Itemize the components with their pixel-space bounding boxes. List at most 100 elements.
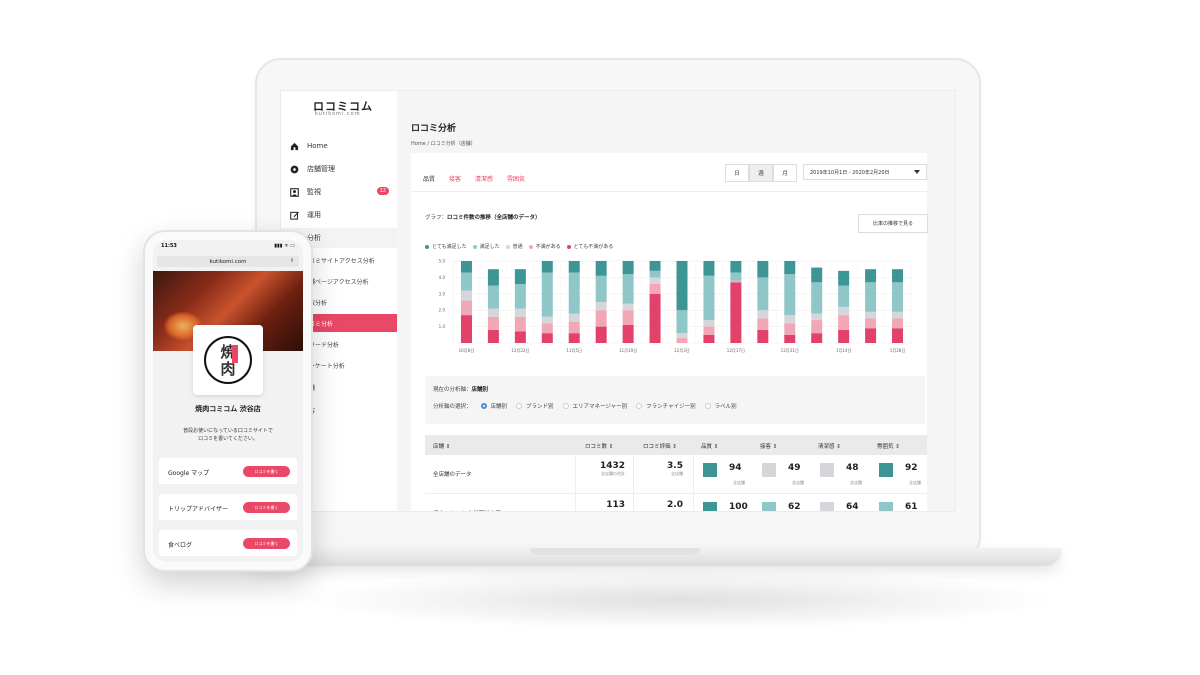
write-review-button[interactable]: ロコミを書く: [243, 502, 290, 513]
bar-segment[interactable]: [838, 270, 850, 286]
sidebar-subitem[interactable]: ーワード分析: [303, 341, 340, 349]
bar-segment[interactable]: [811, 333, 823, 343]
tab-service[interactable]: 接客: [449, 176, 462, 183]
bar-segment[interactable]: [865, 328, 877, 343]
bar-segment[interactable]: [703, 334, 715, 343]
bar-segment[interactable]: [541, 261, 553, 273]
period-day-button[interactable]: 日: [725, 164, 749, 182]
bar-segment[interactable]: [757, 318, 769, 330]
bar-segment[interactable]: [865, 269, 877, 283]
bar-segment[interactable]: [595, 310, 607, 327]
bar-segment[interactable]: [892, 318, 904, 329]
tab-atmosphere[interactable]: 雰囲気: [507, 176, 526, 183]
bar-segment[interactable]: [784, 334, 796, 343]
bar-segment[interactable]: [649, 283, 661, 294]
url-bar[interactable]: kutikomi.com ⇪: [157, 256, 299, 267]
bar-segment[interactable]: [541, 333, 553, 343]
bar-segment[interactable]: [703, 275, 715, 321]
bar-segment[interactable]: [541, 323, 553, 334]
radio-area-manager[interactable]: エリアマネージャー別: [562, 402, 627, 410]
bar-segment[interactable]: [838, 306, 850, 316]
bar-segment[interactable]: [811, 320, 823, 334]
bar-segment[interactable]: [811, 267, 823, 283]
bar-segment[interactable]: [541, 272, 553, 317]
bar-segment[interactable]: [622, 274, 634, 304]
bar-segment[interactable]: [622, 261, 634, 275]
bar-segment[interactable]: [460, 290, 472, 301]
bar-segment[interactable]: [487, 308, 499, 317]
bar-segment[interactable]: [757, 277, 769, 311]
bar-segment[interactable]: [703, 261, 715, 276]
th-quality[interactable]: 品質 ⇕: [701, 444, 719, 450]
radio-label-option[interactable]: ラベル別: [704, 402, 737, 410]
tab-quality[interactable]: 品質: [423, 176, 436, 183]
table-row[interactable]: 全店舗のデータ 1432 全店舗の合計 3.5 全店舗 94 全店舗 49 全店舗 48 全店舗 92…: [425, 455, 927, 494]
bar-segment[interactable]: [730, 272, 742, 281]
sidebar-subitem[interactable]: ココミサイトアクセス分析: [303, 257, 375, 265]
bar-segment[interactable]: [595, 302, 607, 311]
bar-segment[interactable]: [865, 318, 877, 329]
sidebar-subitem[interactable]: アンケート分析: [303, 362, 345, 370]
bar-segment[interactable]: [838, 285, 850, 307]
bar-segment[interactable]: [865, 282, 877, 312]
bar-segment[interactable]: [622, 324, 634, 343]
bar-segment[interactable]: [649, 277, 661, 284]
bar-segment[interactable]: [892, 269, 904, 283]
bar-segment[interactable]: [514, 283, 526, 309]
bar-segment[interactable]: [784, 274, 796, 316]
radio-brand[interactable]: ブランド別: [516, 402, 554, 410]
bar-segment[interactable]: [811, 282, 823, 314]
bar-segment[interactable]: [730, 261, 742, 273]
bar-segment[interactable]: [541, 316, 553, 324]
bar-segment[interactable]: [460, 315, 472, 343]
bar-segment[interactable]: [514, 308, 526, 317]
share-icon[interactable]: ⇪: [289, 258, 294, 264]
bar-segment[interactable]: [676, 333, 688, 339]
compare-ratio-button[interactable]: 比率の推移で見る: [858, 214, 928, 233]
date-range-select[interactable]: 2019年10月1日 - 2020年2月20日: [803, 164, 927, 180]
bar-segment[interactable]: [568, 272, 580, 314]
period-month-button[interactable]: 月: [773, 164, 797, 182]
bar-segment[interactable]: [487, 329, 499, 343]
sidebar-item-home[interactable]: Home: [281, 137, 397, 155]
bar-segment[interactable]: [838, 315, 850, 330]
bar-segment[interactable]: [865, 311, 877, 319]
radio-store[interactable]: 店舗別: [480, 402, 507, 410]
bar-segment[interactable]: [757, 261, 769, 278]
legend-item[interactable]: 不満がある: [528, 243, 561, 250]
bar-segment[interactable]: [892, 328, 904, 343]
breadcrumb[interactable]: Home / ロコミ分析（店舗）: [411, 141, 476, 147]
bar-segment[interactable]: [622, 310, 634, 325]
legend-item[interactable]: 満足した: [472, 243, 500, 250]
bar-segment[interactable]: [568, 321, 580, 334]
sidebar-subitem[interactable]: 店舗ページアクセス分析: [303, 278, 369, 286]
bar-segment[interactable]: [568, 261, 580, 273]
bar-segment[interactable]: [595, 326, 607, 343]
bar-segment[interactable]: [460, 300, 472, 316]
bar-segment[interactable]: [838, 329, 850, 343]
bar-segment[interactable]: [514, 269, 526, 284]
bar-segment[interactable]: [514, 316, 526, 332]
bar-segment[interactable]: [676, 310, 688, 334]
bar-segment[interactable]: [784, 323, 796, 335]
th-service[interactable]: 接客 ⇕: [760, 444, 778, 450]
bar-segment[interactable]: [595, 275, 607, 302]
app-logo[interactable]: ロコミコム: [313, 100, 373, 113]
legend-item[interactable]: 普通: [505, 243, 523, 250]
bar-segment[interactable]: [622, 303, 634, 311]
bar-segment[interactable]: [460, 261, 472, 273]
sidebar-subitem[interactable]: の数分析: [303, 299, 328, 307]
bar-segment[interactable]: [730, 282, 742, 343]
bar-segment[interactable]: [595, 261, 607, 276]
bar-segment[interactable]: [568, 313, 580, 322]
bar-segment[interactable]: [757, 329, 769, 343]
bar-segment[interactable]: [487, 285, 499, 309]
bar-segment[interactable]: [487, 269, 499, 286]
th-count[interactable]: ロコミ数 ⇕: [585, 444, 614, 450]
th-clean[interactable]: 清潔感 ⇕: [818, 444, 841, 450]
write-review-button[interactable]: ロコミを書く: [243, 538, 290, 549]
th-store[interactable]: 店舗 ⇕: [433, 444, 451, 450]
bar-segment[interactable]: [784, 261, 796, 275]
bar-segment[interactable]: [730, 280, 742, 283]
bar-segment[interactable]: [649, 261, 661, 271]
